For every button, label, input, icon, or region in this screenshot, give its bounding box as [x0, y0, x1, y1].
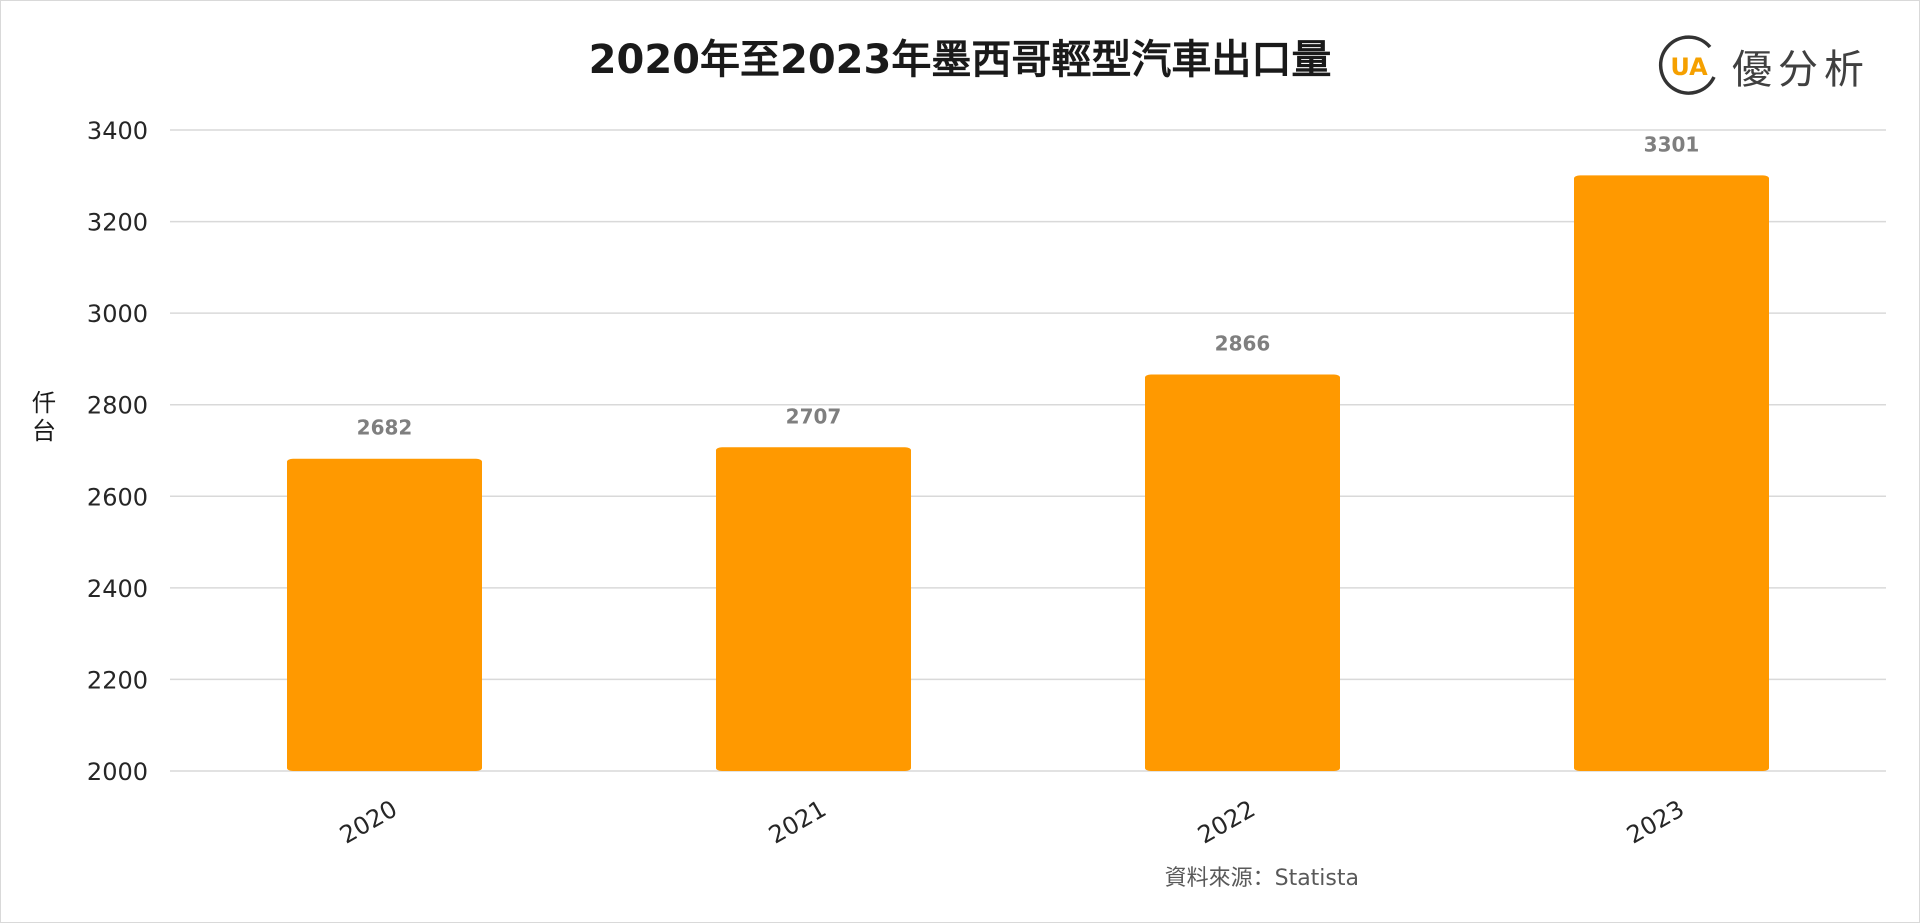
bar-2022 [1145, 374, 1340, 771]
brand-name: 優分析 [1732, 47, 1870, 93]
y-tick-label: 2200 [87, 666, 148, 694]
y-tick-label: 3200 [87, 209, 148, 237]
data-label: 2866 [1215, 331, 1271, 355]
bar-2023 [1574, 175, 1769, 771]
y-tick-label: 2800 [87, 392, 148, 420]
data-label: 2682 [357, 416, 413, 440]
chart-title: 2020年至2023年墨西哥輕型汽車出口量 [589, 37, 1332, 83]
ua-logo-icon: UA [1658, 35, 1716, 95]
bar-2021 [716, 447, 911, 771]
logo-letters: UA [1670, 53, 1708, 81]
bars [287, 175, 1769, 771]
x-axis-ticks: 2020 2021 2022 2023 [335, 795, 1689, 850]
data-labels: 2682 2707 2866 3301 [357, 132, 1700, 439]
data-label: 2707 [786, 404, 842, 428]
x-tick-label: 2020 [335, 795, 402, 850]
source-note: 資料來源：Statista [1165, 866, 1359, 891]
y-tick-label: 2400 [87, 575, 148, 603]
x-tick-label: 2021 [764, 795, 831, 850]
y-tick-label: 3400 [87, 117, 148, 145]
y-tick-label: 2000 [87, 758, 148, 786]
brand-logo: UA 優分析 [1656, 30, 1886, 102]
x-tick-label: 2023 [1622, 795, 1689, 850]
data-label: 3301 [1644, 132, 1700, 156]
y-tick-label: 3000 [87, 300, 148, 328]
y-axis-label: 仟台 [32, 389, 56, 445]
bar-2020 [287, 458, 482, 771]
y-axis-ticks: 2000 2200 2400 2600 2800 3000 3200 3400 [87, 117, 148, 786]
x-tick-label: 2022 [1193, 795, 1260, 850]
y-tick-label: 2600 [87, 483, 148, 511]
